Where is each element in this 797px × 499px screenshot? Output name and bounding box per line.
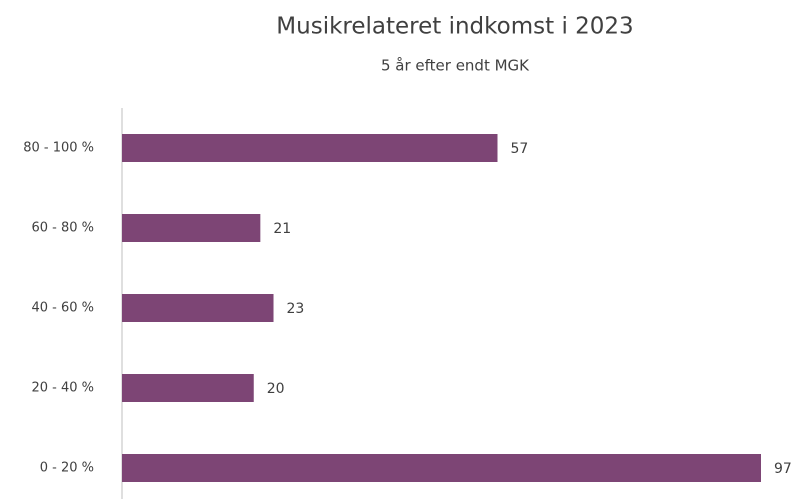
bar xyxy=(122,294,274,322)
data-label: 97 xyxy=(774,461,792,477)
data-label: 23 xyxy=(287,301,305,317)
y-tick-label: 0 - 20 % xyxy=(40,461,94,476)
bar xyxy=(122,374,254,402)
bar xyxy=(122,134,498,162)
bar xyxy=(122,214,261,242)
chart-title: Musikrelateret indkomst i 2023 xyxy=(276,14,633,40)
chart-subtitle: 5 år efter endt MGK xyxy=(381,57,530,75)
data-label: 20 xyxy=(267,381,285,397)
y-tick-label: 60 - 80 % xyxy=(31,221,94,236)
y-tick-label: 20 - 40 % xyxy=(31,381,94,396)
data-label: 21 xyxy=(273,221,291,237)
bar xyxy=(122,454,761,482)
y-tick-label: 80 - 100 % xyxy=(23,141,94,156)
data-label: 57 xyxy=(510,141,528,157)
y-tick-label: 40 - 60 % xyxy=(31,301,94,316)
